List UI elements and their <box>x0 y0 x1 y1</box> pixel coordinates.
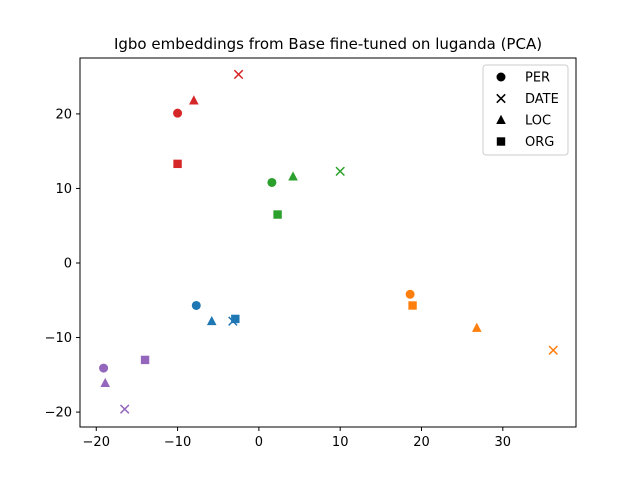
data-point-circle <box>99 363 109 373</box>
legend-marker-triangle <box>496 114 506 124</box>
data-point-triangle <box>206 315 217 326</box>
data-point-circle <box>191 300 201 310</box>
plot-frame <box>79 57 577 428</box>
data-point-x <box>548 345 558 355</box>
x-tick-label: 10 <box>332 435 349 450</box>
x-tick-label: −20 <box>83 435 110 450</box>
legend-marker-square <box>496 137 506 146</box>
legend-marker-x <box>496 93 506 104</box>
y-tick-label: −20 <box>45 406 72 421</box>
data-point-x <box>119 404 130 414</box>
x-tick-label: 20 <box>413 435 430 450</box>
legend-label: LOC <box>525 114 551 129</box>
legend-label: DATE <box>525 92 559 107</box>
data-point-x <box>335 166 345 177</box>
data-point-triangle <box>288 171 298 181</box>
legend-label: PER <box>525 71 550 86</box>
chart-title: Igbo embeddings from Base fine-tuned on … <box>114 35 542 53</box>
data-point-triangle <box>100 377 111 388</box>
data-point-square <box>273 210 282 219</box>
legend-label: ORG <box>525 135 554 150</box>
data-point-square <box>173 159 182 169</box>
legend-marker-circle <box>496 72 506 82</box>
y-tick-label: 20 <box>55 107 72 122</box>
data-point-triangle <box>189 95 199 105</box>
y-tick-label: 0 <box>64 257 72 272</box>
legend: PER DATE LOC ORG <box>482 64 569 156</box>
x-tick-label: 0 <box>255 435 263 450</box>
legend-box <box>482 64 569 156</box>
plot-marks <box>99 69 558 414</box>
axes: −20 −10 0 10 20 30 −20 −10 0 10 20 <box>45 57 577 450</box>
data-point-circle <box>173 108 183 118</box>
y-tick-label: −10 <box>45 331 72 346</box>
x-tick-label: 30 <box>495 435 512 450</box>
data-point-x <box>233 69 244 80</box>
y-tick-label: 10 <box>55 182 72 197</box>
data-point-square <box>231 314 240 324</box>
data-point-square <box>140 355 150 365</box>
data-point-circle <box>405 289 415 299</box>
data-point-circle <box>267 177 277 187</box>
data-point-square <box>408 301 417 310</box>
data-point-triangle <box>472 322 482 332</box>
x-tick-label: −10 <box>164 435 191 450</box>
